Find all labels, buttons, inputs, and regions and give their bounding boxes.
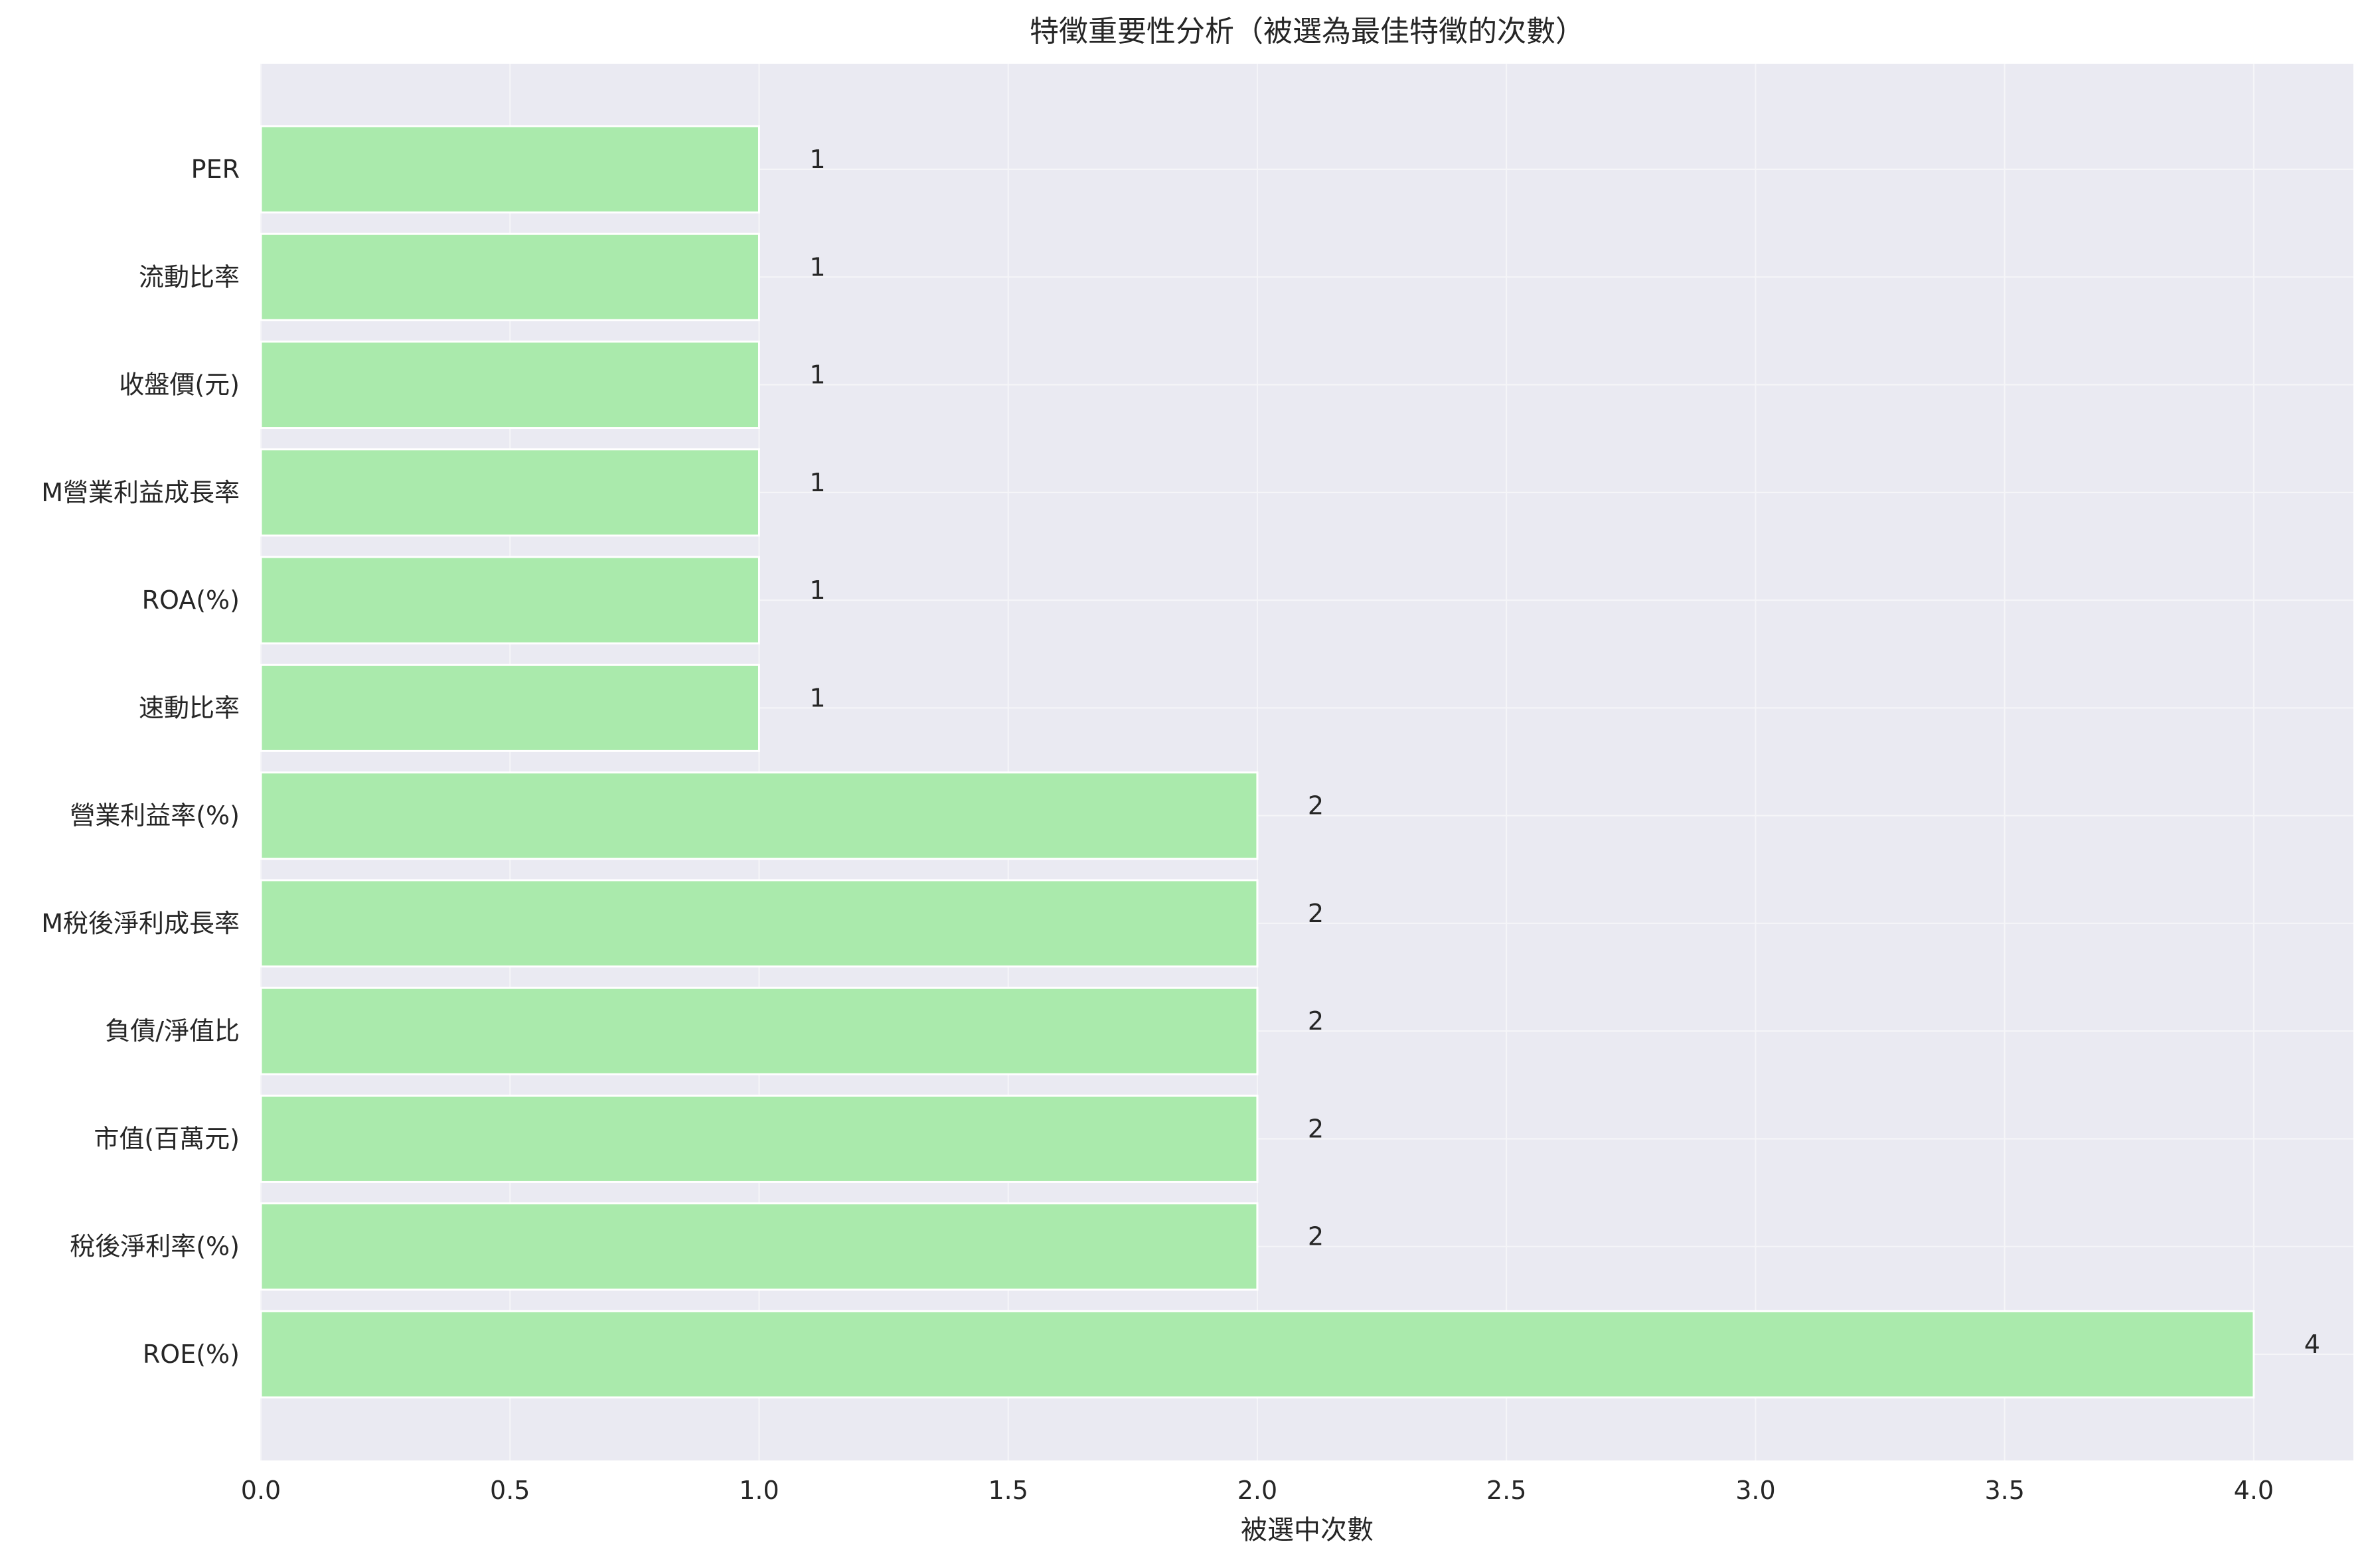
bar <box>260 986 1259 1075</box>
bar-value-label: 1 <box>809 683 825 712</box>
y-tick-label: PER <box>191 155 240 184</box>
y-tick-label: ROE(%) <box>143 1340 240 1369</box>
x-tick-label: 2.5 <box>1486 1476 1526 1505</box>
bar-value-label: 2 <box>1308 1222 1324 1251</box>
x-tick-label: 0.5 <box>490 1476 530 1505</box>
bar <box>260 1094 1259 1183</box>
y-tick-label: 營業利益率(%) <box>70 801 240 830</box>
bar <box>260 232 760 321</box>
x-tick-label: 1.5 <box>988 1476 1028 1505</box>
y-tick-label: 收盤價(元) <box>119 370 240 400</box>
x-tick-labels: 0.0 0.5 1.0 1.5 2.0 2.5 3.0 3.5 4.0 <box>241 1476 2274 1505</box>
chart-title: 特徵重要性分析（被選為最佳特徵的次數） <box>1030 15 1585 48</box>
y-tick-label: M營業利益成長率 <box>41 478 240 507</box>
x-tick-label: 2.0 <box>1237 1476 1277 1505</box>
bar-value-label: 2 <box>1308 1006 1324 1036</box>
bar <box>260 1310 2255 1399</box>
bar-value-label: 1 <box>809 145 825 174</box>
bar-value-label: 2 <box>1308 791 1324 821</box>
bar <box>260 125 760 214</box>
bar <box>260 341 760 430</box>
bar <box>260 448 760 537</box>
bar-value-label: 1 <box>809 576 825 605</box>
bar <box>260 556 760 645</box>
bars <box>260 125 2255 1399</box>
y-tick-label: 流動比率 <box>139 262 240 291</box>
bar <box>260 879 1259 968</box>
y-tick-label: 負債/淨值比 <box>105 1016 240 1046</box>
x-tick-label: 3.5 <box>1984 1476 2024 1505</box>
bar-value-label: 1 <box>809 252 825 281</box>
bar <box>260 1202 1259 1291</box>
y-tick-label: ROA(%) <box>142 586 240 615</box>
y-tick-label: 市值(百萬元) <box>94 1124 240 1153</box>
x-axis-label: 被選中次數 <box>1241 1515 1374 1545</box>
y-tick-label: 速動比率 <box>139 693 240 722</box>
x-tick-label: 0.0 <box>241 1476 281 1505</box>
y-tick-label: M稅後淨利成長率 <box>41 909 240 938</box>
x-tick-label: 4.0 <box>2234 1476 2274 1505</box>
bar <box>260 663 760 752</box>
bar-value-label: 4 <box>2304 1330 2320 1359</box>
x-tick-label: 1.0 <box>739 1476 779 1505</box>
y-tick-label: 稅後淨利率(%) <box>70 1232 240 1261</box>
bar-value-label: 1 <box>809 468 825 497</box>
data-labels: 1 1 1 1 1 1 2 2 2 2 2 4 <box>809 145 2320 1359</box>
x-tick-label: 3.0 <box>1735 1476 1775 1505</box>
bar-value-label: 1 <box>809 360 825 390</box>
bar-value-label: 2 <box>1308 899 1324 928</box>
bar <box>260 771 1259 860</box>
bar-value-label: 2 <box>1308 1114 1324 1143</box>
